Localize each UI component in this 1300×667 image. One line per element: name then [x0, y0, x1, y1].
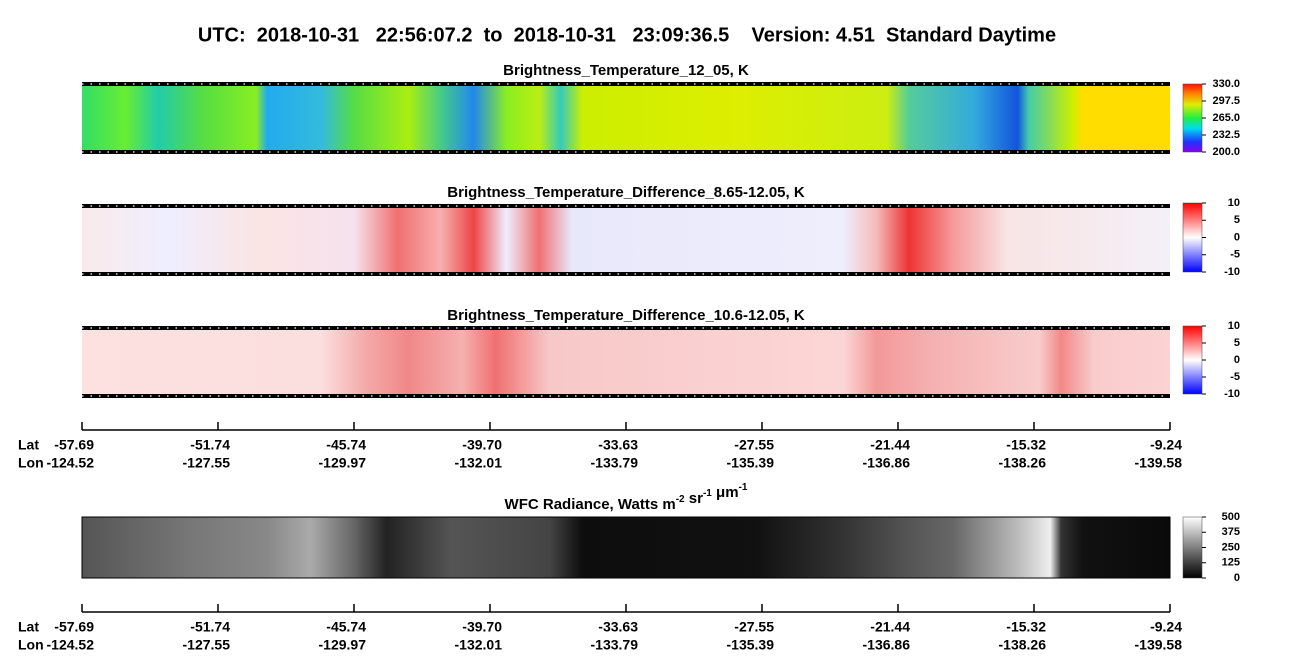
lat-label: -15.32 — [1006, 619, 1046, 635]
lat-label: -39.70 — [462, 619, 502, 635]
lat-label: -51.74 — [190, 619, 230, 635]
colorbar — [1182, 202, 1203, 273]
panel-title: Brightness_Temperature_12_05, K — [503, 62, 749, 79]
title-part: μm — [712, 484, 739, 501]
colorbar-label: 200.0 — [1212, 146, 1240, 158]
panel-title: Brightness_Temperature_Difference_10.6-1… — [447, 307, 805, 324]
panel-title: WFC Radiance, Watts m-2 sr-1 μm-1 — [505, 482, 748, 513]
title-part: sr — [685, 490, 704, 507]
btd-image — [82, 206, 1170, 274]
lon-label: -138.26 — [999, 637, 1047, 653]
lon-label: -127.55 — [183, 637, 231, 653]
lon-label: -133.79 — [591, 637, 639, 653]
lon-label: -129.97 — [319, 455, 367, 471]
lat-label: -21.44 — [870, 619, 910, 635]
colorbar-label: 250 — [1222, 541, 1240, 553]
title-superscript: -1 — [703, 488, 712, 499]
axis-label: Lat — [18, 437, 39, 453]
lat-label: -33.63 — [598, 619, 638, 635]
lon-label: -133.79 — [591, 455, 639, 471]
colorbar-label: 0 — [1234, 572, 1240, 584]
title-superscript: -1 — [739, 482, 748, 493]
colorbar-label: 10 — [1228, 197, 1240, 209]
lat-label: -9.24 — [1150, 437, 1182, 453]
lat-label: -33.63 — [598, 437, 638, 453]
lat-label: -15.32 — [1006, 437, 1046, 453]
lon-label: -136.86 — [863, 637, 911, 653]
lon-label: -124.52 — [47, 637, 95, 653]
colorbar-label: 0 — [1234, 354, 1240, 366]
colorbar-label: -10 — [1224, 388, 1240, 400]
axis-label: Lat — [18, 619, 39, 635]
lon-label: -127.55 — [183, 455, 231, 471]
colorbar — [1182, 516, 1203, 579]
colorbar-label: 0 — [1234, 231, 1240, 243]
image-border — [81, 516, 1171, 579]
colorbar-label: -10 — [1224, 266, 1240, 278]
page-title: UTC: 2018-10-31 22:56:07.2 to 2018-10-31… — [198, 24, 1056, 46]
axis-label: Lon — [18, 637, 44, 653]
colorbar-label: 125 — [1222, 557, 1240, 569]
colorbar-label: -5 — [1230, 249, 1240, 261]
lon-label: -138.26 — [999, 455, 1047, 471]
lon-label: -124.52 — [47, 455, 95, 471]
axis-label: Lon — [18, 455, 44, 471]
lat-label: -27.55 — [734, 437, 774, 453]
lon-label: -139.58 — [1135, 637, 1183, 653]
lat-label: -57.69 — [54, 619, 94, 635]
lat-label: -9.24 — [1150, 619, 1182, 635]
lon-label: -132.01 — [455, 455, 503, 471]
btd-image — [82, 328, 1170, 396]
colorbar-label: 5 — [1234, 337, 1240, 349]
lat-label: -21.44 — [870, 437, 910, 453]
lat-label: -45.74 — [326, 619, 366, 635]
lat-label: -57.69 — [54, 437, 94, 453]
panel-title: Brightness_Temperature_Difference_8.65-1… — [447, 184, 805, 201]
lon-label: -136.86 — [863, 455, 911, 471]
lon-label: -132.01 — [455, 637, 503, 653]
lat-label: -51.74 — [190, 437, 230, 453]
lon-label: -139.58 — [1135, 455, 1183, 471]
lat-label: -27.55 — [734, 619, 774, 635]
colorbar-label: 330.0 — [1212, 78, 1240, 90]
lat-label: -39.70 — [462, 437, 502, 453]
title-superscript: -2 — [676, 494, 685, 505]
colorbar-label: 500 — [1222, 511, 1240, 523]
lon-label: -135.39 — [727, 637, 775, 653]
title-part: WFC Radiance, Watts m — [505, 496, 676, 513]
colorbar-label: 10 — [1228, 320, 1240, 332]
colorbar — [1182, 83, 1203, 153]
wfc-image — [82, 517, 1170, 578]
lat-label: -45.74 — [326, 437, 366, 453]
colorbar-label: 265.0 — [1212, 112, 1240, 124]
lon-label: -129.97 — [319, 637, 367, 653]
bt-image — [82, 84, 1170, 152]
colorbar-label: 297.5 — [1212, 95, 1240, 107]
colorbar-label: 5 — [1234, 214, 1240, 226]
colorbar-label: 232.5 — [1212, 129, 1240, 141]
colorbar-label: 375 — [1222, 526, 1240, 538]
lon-label: -135.39 — [727, 455, 775, 471]
colorbar-label: -5 — [1230, 371, 1240, 383]
colorbar — [1182, 325, 1203, 395]
